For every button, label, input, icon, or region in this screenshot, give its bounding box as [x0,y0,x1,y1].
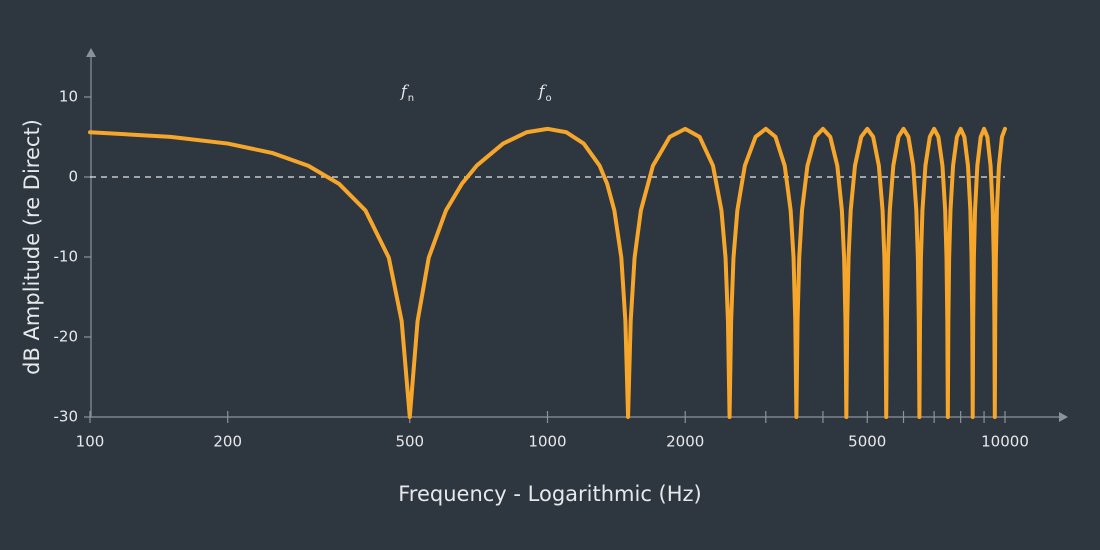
x-tick-label: 100 [76,433,105,451]
curve [88,126,1007,419]
x-tick-label: 2000 [666,433,704,451]
y-tick-label: -20 [54,328,79,346]
y-axis-label: dB Amplitude (re Direct) [20,119,44,375]
y-tick-label: 10 [59,88,78,106]
annotation-text: f [538,82,548,101]
annotation-sub: o [546,93,552,104]
x-tick-label: 500 [395,433,424,451]
x-axis-arrow [1059,412,1068,422]
annotation-text: f [400,82,410,101]
x-tick-label: 5000 [848,433,886,451]
y-tick-label: -30 [54,408,79,426]
x-axis-label: Frequency - Logarithmic (Hz) [398,482,702,506]
y-tick-label: -10 [54,248,79,266]
x-tick-label: 10000 [981,433,1029,451]
x-tick-label: 1000 [528,433,566,451]
x-tick-label: 200 [213,433,242,451]
y-tick-label: 0 [68,168,78,186]
y-axis-arrow [86,48,96,57]
annotation-sub: n [408,93,414,104]
